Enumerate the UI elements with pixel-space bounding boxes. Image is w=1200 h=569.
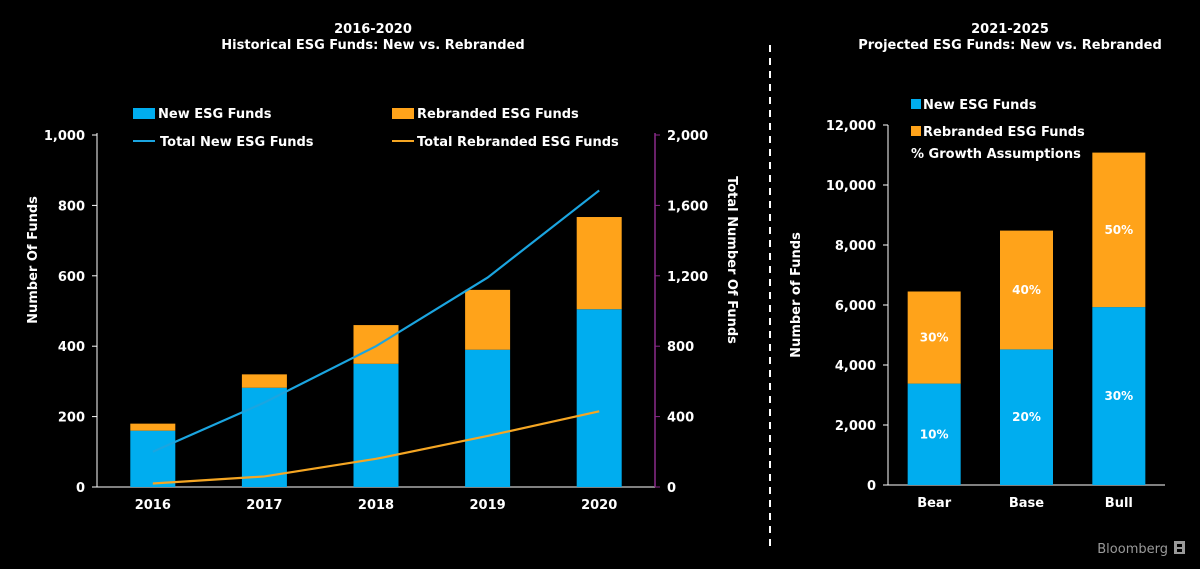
growth-label-new-bear: 10% <box>920 427 949 441</box>
bar-new-base <box>1000 349 1053 485</box>
right-y-tick-label: 6,000 <box>835 299 876 314</box>
left-secondary-y-tick-label: 1,600 <box>667 199 708 214</box>
right-bars: 10% 30% 20% 40% 30% 50% <box>907 152 1146 485</box>
left-secondary-y-tick-label: 800 <box>667 340 694 355</box>
legend-swatch-rebranded <box>392 108 414 119</box>
left-secondary-y-tick-label: 1,200 <box>667 270 708 285</box>
right-x-ticks: Bear Base Bull <box>917 496 1133 511</box>
left-chart-title-line1: 2016-2020 <box>334 22 412 37</box>
right-legend-label-rebranded: Rebranded ESG Funds <box>923 125 1085 140</box>
left-x-tick-label: 2016 <box>135 498 171 513</box>
line-total-rebranded <box>152 410 600 485</box>
bar-rebranded-bull <box>1092 152 1146 308</box>
bar-rebranded-base <box>1000 230 1053 350</box>
bar-new-2018 <box>353 363 399 487</box>
line-total-new <box>152 189 600 453</box>
left-x-ticks: 2016 2017 2018 2019 2020 <box>135 498 618 513</box>
bar-rebranded-2018 <box>353 325 399 364</box>
bloomberg-logo-icon <box>1174 541 1185 554</box>
right-y-tick-label: 0 <box>867 479 876 494</box>
right-x-tick-label: Base <box>1009 496 1044 511</box>
left-lines <box>152 189 600 485</box>
left-x-tick-label: 2019 <box>470 498 506 513</box>
legend-label-new: New ESG Funds <box>158 107 272 122</box>
bar-new-bull <box>1092 307 1146 485</box>
bar-rebranded-bear <box>907 291 961 384</box>
right-chart-title-line1: 2021-2025 <box>971 22 1049 37</box>
left-y-tick-label: 0 <box>76 481 85 496</box>
legend-label-total-new: Total New ESG Funds <box>160 135 314 150</box>
left-x-tick-label: 2020 <box>581 498 617 513</box>
growth-label-new-bull: 30% <box>1104 389 1133 403</box>
growth-label-rebranded-bear: 30% <box>920 331 949 345</box>
growth-label-rebranded-bull: 50% <box>1104 223 1133 237</box>
right-legend-label-new: New ESG Funds <box>923 98 1037 113</box>
left-y-tick-label: 400 <box>58 340 85 355</box>
left-y-tick-label: 200 <box>58 411 85 426</box>
left-secondary-y-axis-label: Total Number Of Funds <box>724 176 739 344</box>
bar-rebranded-2016 <box>130 423 176 431</box>
right-legend-swatch-new <box>911 99 921 109</box>
left-secondary-y-tick-label: 400 <box>667 411 694 426</box>
right-y-tick-label: 12,000 <box>826 119 876 134</box>
bar-rebranded-2019 <box>465 289 511 350</box>
bar-new-2016 <box>130 430 176 487</box>
bar-rebranded-2017 <box>241 374 287 388</box>
bar-new-2020 <box>576 309 622 487</box>
left-secondary-y-tick-label: 0 <box>667 481 676 496</box>
left-y-tick-label: 1,000 <box>44 129 85 144</box>
right-x-tick-label: Bull <box>1105 496 1133 511</box>
legend-label-total-rebranded: Total Rebranded ESG Funds <box>417 135 619 150</box>
right-y-ticks: 0 2,000 4,000 6,000 8,000 10,000 12,000 <box>826 119 888 494</box>
bar-new-2019 <box>465 349 511 487</box>
right-x-tick-label: Bear <box>917 496 951 511</box>
right-y-axis-label: Number of Funds <box>789 232 804 358</box>
left-y-axis-label: Number Of Funds <box>26 196 41 324</box>
bar-rebranded-2020 <box>576 217 622 310</box>
left-legend: New ESG Funds Rebranded ESG Funds Total … <box>133 107 619 150</box>
bar-new-bear <box>907 383 961 485</box>
right-chart-title-line2: Projected ESG Funds: New vs. Rebranded <box>858 38 1162 53</box>
left-x-tick-label: 2018 <box>358 498 394 513</box>
bloomberg-wordmark: Bloomberg <box>1097 542 1168 557</box>
left-secondary-y-ticks: 0 400 800 1,200 1,600 2,000 <box>655 129 708 496</box>
bar-new-2017 <box>241 387 287 487</box>
right-y-tick-label: 8,000 <box>835 239 876 254</box>
left-y-tick-label: 600 <box>58 270 85 285</box>
left-chart-title-line2: Historical ESG Funds: New vs. Rebranded <box>221 38 524 53</box>
left-x-tick-label: 2017 <box>246 498 282 513</box>
right-legend-growth-assumptions: % Growth Assumptions <box>911 147 1081 162</box>
growth-label-new-base: 20% <box>1012 410 1041 424</box>
growth-label-rebranded-base: 40% <box>1012 283 1041 297</box>
right-y-tick-label: 2,000 <box>835 419 876 434</box>
legend-swatch-new <box>133 108 155 119</box>
left-secondary-y-tick-label: 2,000 <box>667 129 708 144</box>
left-bars <box>130 217 622 487</box>
right-y-tick-label: 10,000 <box>826 179 876 194</box>
right-legend: New ESG Funds Rebranded ESG Funds % Grow… <box>911 98 1085 162</box>
legend-label-rebranded: Rebranded ESG Funds <box>417 107 579 122</box>
right-legend-swatch-rebranded <box>911 126 921 136</box>
left-y-ticks: 0 200 400 600 800 1,000 <box>44 129 97 496</box>
left-y-tick-label: 800 <box>58 199 85 214</box>
right-y-tick-label: 4,000 <box>835 359 876 374</box>
